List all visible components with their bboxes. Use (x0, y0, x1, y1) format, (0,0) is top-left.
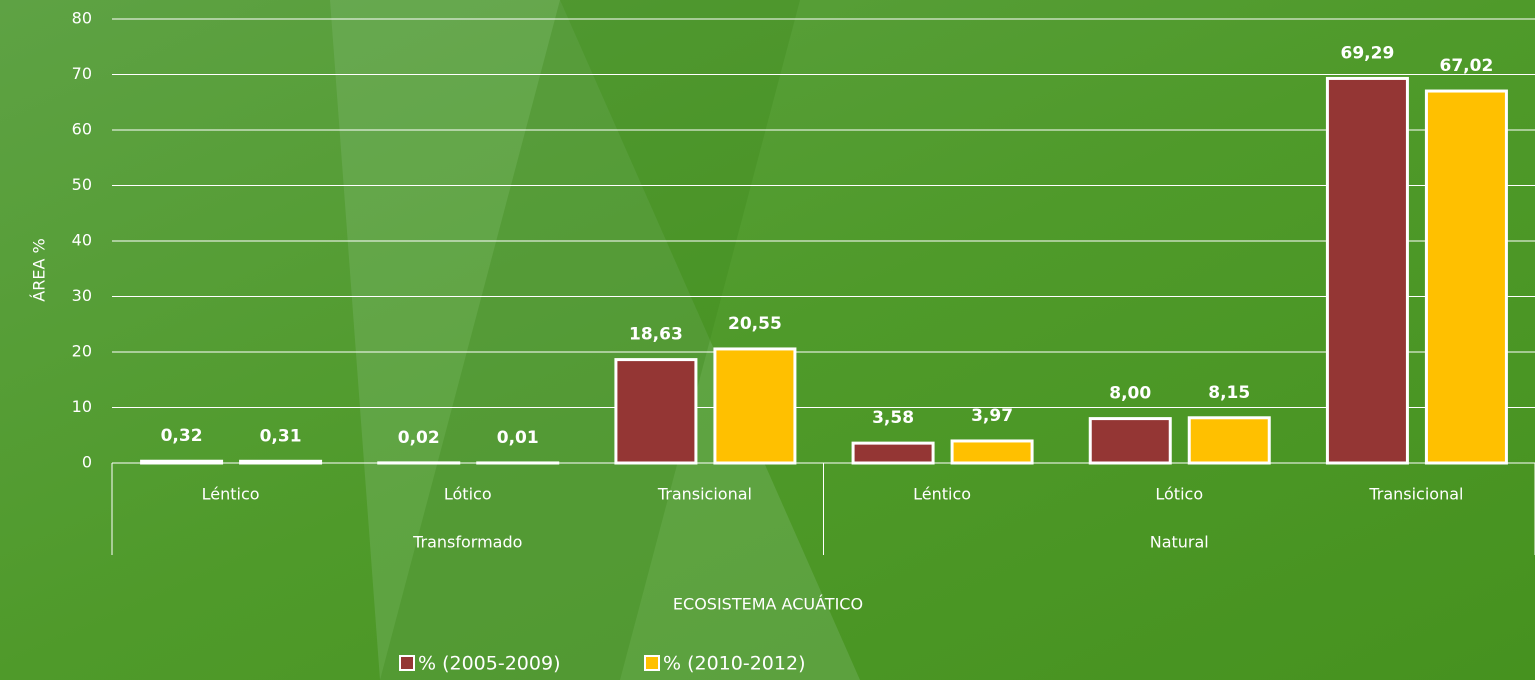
value-label: 69,29 (1341, 43, 1395, 63)
y-tick-label: 20 (72, 342, 92, 361)
value-label: 0,32 (161, 426, 203, 446)
bar (1187, 416, 1271, 465)
x-tick-label: Lótico (1155, 485, 1203, 504)
legend-swatch (399, 655, 415, 671)
legend-label: % (2010-2012) (663, 653, 805, 675)
x-tick-label: Lótico (444, 485, 492, 504)
x-axis-title: ECOSISTEMA ACUÁTICO (673, 595, 863, 614)
bar (851, 441, 935, 465)
value-label: 20,55 (728, 314, 782, 334)
y-tick-label: 50 (72, 175, 92, 194)
bar (1325, 76, 1409, 465)
value-label: 8,15 (1208, 383, 1250, 403)
y-tick-label: 40 (72, 231, 92, 250)
x-tick-label: Transicional (657, 485, 752, 504)
y-axis-title: ÁREA % (30, 238, 49, 301)
bar (614, 358, 698, 465)
value-label: 3,97 (971, 406, 1013, 426)
value-label: 3,58 (872, 408, 914, 428)
group-label: Transformado (412, 533, 522, 552)
value-label: 8,00 (1109, 384, 1151, 404)
value-label: 18,63 (629, 325, 683, 345)
bar (713, 347, 797, 465)
background-band (330, 0, 860, 680)
x-tick-label: Léntico (202, 485, 260, 504)
y-tick-label: 0 (82, 453, 92, 472)
y-tick-label: 80 (72, 9, 92, 28)
group-label: Natural (1150, 533, 1209, 552)
value-label: 0,31 (260, 426, 302, 446)
value-label: 0,01 (497, 428, 539, 448)
y-tick-label: 70 (72, 64, 92, 83)
value-label: 0,02 (398, 428, 440, 448)
bar (950, 439, 1034, 465)
legend-label: % (2005-2009) (418, 653, 560, 675)
legend-swatch (644, 655, 660, 671)
background-band (380, 0, 800, 680)
y-tick-label: 10 (72, 397, 92, 416)
y-tick-label: 30 (72, 286, 92, 305)
value-label: 67,02 (1440, 56, 1494, 76)
x-tick-label: Transicional (1368, 485, 1463, 504)
y-tick-label: 60 (72, 120, 92, 139)
bar (1088, 417, 1172, 465)
bar (1424, 89, 1508, 465)
x-tick-label: Léntico (913, 485, 971, 504)
